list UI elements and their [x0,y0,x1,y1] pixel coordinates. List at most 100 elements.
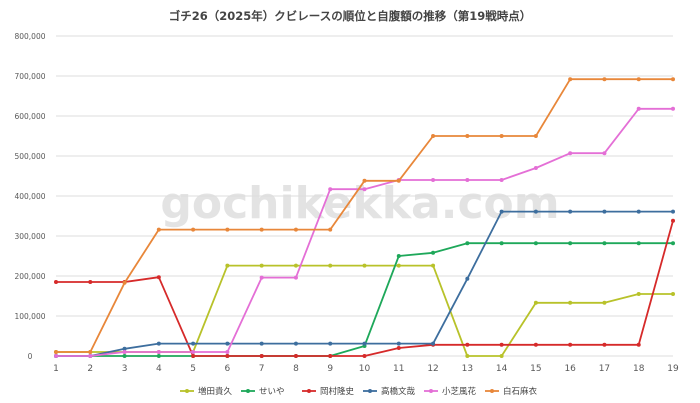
y-tick-label: 100,000 [14,312,45,321]
legend-item: 白石麻衣 [485,386,538,397]
data-point [293,354,298,358]
legend-marker [429,389,433,393]
data-point [191,227,196,232]
data-point [465,354,470,358]
x-tick-label: 19 [667,364,679,374]
x-tick-label: 11 [393,364,404,374]
data-point [259,341,264,346]
data-point [293,275,298,280]
x-tick-label: 9 [327,364,333,374]
data-point [122,350,127,354]
legend-item: 小芝風花 [424,386,477,397]
data-point [225,350,230,354]
data-point [568,209,573,214]
data-point [465,134,470,138]
data-point [602,342,607,347]
data-point [259,275,264,280]
legend-label: せいや [259,387,285,397]
data-point [499,354,504,358]
data-point [328,227,333,232]
data-point [499,241,504,246]
data-point [396,263,401,268]
data-point [533,241,538,246]
legend: 増田貴久 せいや 岡村隆史 高橋文哉 小芝風花 白石麻衣 [180,386,538,397]
y-tick-label: 800,000 [14,32,45,41]
x-tick-label: 17 [599,364,610,374]
data-point [328,341,333,346]
data-point [156,275,161,280]
data-point [533,166,538,170]
data-point [328,263,333,268]
y-tick-label: 400,000 [14,192,45,201]
data-point [568,151,573,156]
x-tick-label: 3 [122,364,128,374]
data-point [499,342,504,347]
y-tick-label: 200,000 [14,272,45,281]
data-point [396,178,401,183]
y-tick-label: 500,000 [14,152,45,161]
data-point [636,342,641,347]
data-point [533,300,538,305]
data-point [88,354,93,358]
data-point [671,241,675,246]
legend-marker [368,389,372,393]
x-tick-label: 15 [530,364,541,374]
data-point [225,354,230,358]
data-point [328,354,333,358]
legend-label: 小芝風花 [442,386,477,397]
data-point [636,292,641,296]
chart-title: ゴチ26（2025年）クビレースの順位と自腹額の推移（第19戦時点） [169,9,531,23]
legend-item: 増田貴久 [180,386,233,397]
data-point [636,77,641,82]
data-point [225,263,230,268]
y-axis-ticks: 0 100,000 200,000 300,000 400,000 500,000 600,… [14,32,45,361]
x-axis-ticks: 1 2 3 4 5 6 7 8 9 10 11 12 13 14 15 16 17 18 19 [53,364,679,374]
data-point [191,350,196,354]
data-point [671,292,675,296]
data-point [671,218,675,223]
data-point [122,280,127,285]
data-point [259,227,264,232]
legend-marker [490,389,494,393]
x-tick-label: 7 [259,364,265,374]
x-tick-label: 2 [87,364,93,374]
x-tick-label: 6 [225,364,231,374]
series-line [56,210,673,357]
x-tick-label: 18 [633,364,645,374]
data-point [431,250,436,255]
x-tick-label: 1 [53,364,59,374]
x-tick-label: 8 [293,364,299,374]
legend-marker [307,389,311,393]
series [54,77,675,354]
data-point [396,341,401,346]
legend-label: 増田貴久 [198,386,233,397]
gridlines [56,35,673,357]
data-point [533,134,538,138]
data-point [431,341,436,346]
data-point [602,300,607,305]
data-point [362,187,367,192]
series [54,106,675,358]
data-point [636,106,641,111]
data-point [362,354,367,358]
legend-item: せいや [241,387,285,397]
data-point [465,178,470,182]
series-lines [54,77,675,358]
data-point [293,227,298,232]
data-point [225,341,230,346]
data-point [328,187,333,192]
data-point [396,346,401,350]
data-point [602,209,607,214]
data-point [465,276,470,281]
data-point [191,341,196,346]
data-point [568,241,573,246]
series-line [56,107,673,357]
legend-label: 岡村隆史 [320,386,355,397]
legend-item: 高橋文哉 [363,386,416,397]
data-point [293,263,298,268]
legend-label: 高橋文哉 [381,386,416,397]
y-tick-label: 300,000 [14,232,45,241]
data-point [88,280,93,284]
